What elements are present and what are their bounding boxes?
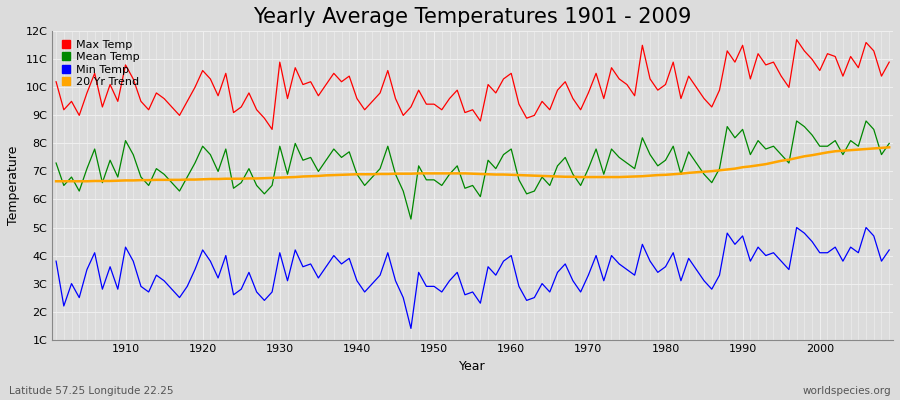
Legend: Max Temp, Mean Temp, Min Temp, 20 Yr Trend: Max Temp, Mean Temp, Min Temp, 20 Yr Tre… <box>58 37 142 90</box>
Text: worldspecies.org: worldspecies.org <box>803 386 891 396</box>
Y-axis label: Temperature: Temperature <box>7 146 20 225</box>
Title: Yearly Average Temperatures 1901 - 2009: Yearly Average Temperatures 1901 - 2009 <box>254 7 692 27</box>
Text: Latitude 57.25 Longitude 22.25: Latitude 57.25 Longitude 22.25 <box>9 386 174 396</box>
X-axis label: Year: Year <box>459 360 486 373</box>
